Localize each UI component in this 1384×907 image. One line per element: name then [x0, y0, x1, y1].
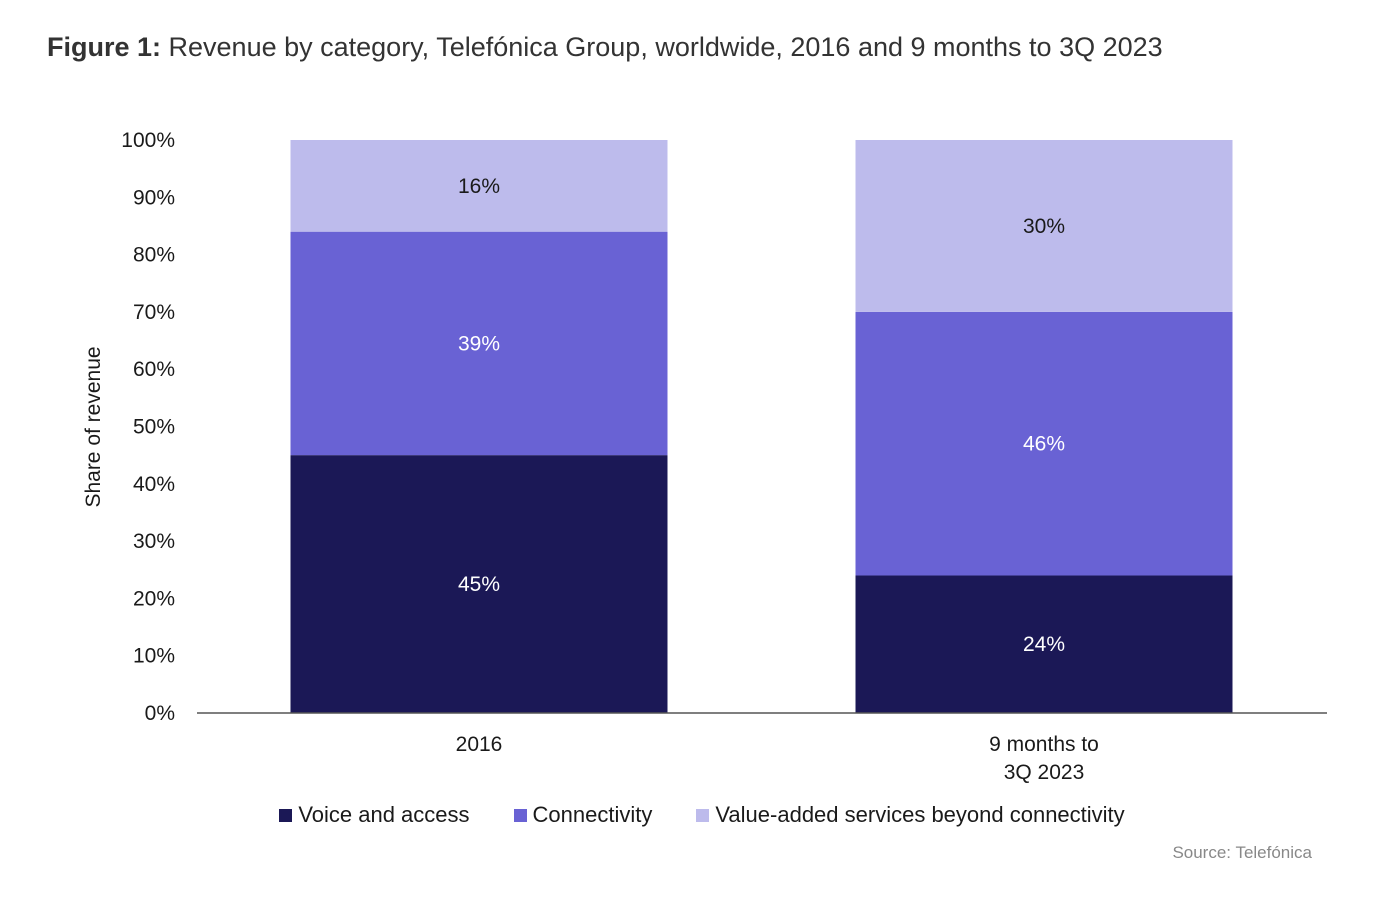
- bar-segment: [290, 140, 668, 232]
- legend-label: Value-added services beyond connectivity: [715, 802, 1125, 827]
- legend-item: Connectivity: [513, 802, 653, 828]
- y-tick-label: 60%: [133, 358, 175, 381]
- title-text: Revenue by category, Telefónica Group, w…: [168, 32, 1163, 62]
- y-tick-label: 90%: [133, 186, 175, 209]
- data-label: 39%: [458, 332, 500, 355]
- chart-title: Figure 1: Revenue by category, Telefónic…: [47, 32, 1163, 63]
- data-label: 46%: [1023, 433, 1065, 456]
- x-tick-label: 2016: [456, 733, 503, 756]
- bar-segment: [290, 455, 668, 713]
- bar-segment: [855, 575, 1233, 713]
- y-tick-label: 80%: [133, 244, 175, 267]
- x-tick-label: 3Q 2023: [1004, 761, 1085, 784]
- y-tick-label: 20%: [133, 587, 175, 610]
- legend: Voice and access Connectivity Value-added …: [0, 802, 1384, 828]
- bar-segment: [855, 140, 1233, 312]
- x-tick-label: 9 months to: [989, 733, 1099, 756]
- data-label: 30%: [1023, 215, 1065, 238]
- legend-label: Voice and access: [298, 802, 470, 827]
- bar-segment: [290, 231, 668, 456]
- data-label: 45%: [458, 573, 500, 596]
- data-label: 16%: [458, 175, 500, 198]
- bar-segment: [855, 311, 1233, 576]
- legend-item: Voice and access: [279, 802, 470, 828]
- legend-swatch: [513, 808, 527, 822]
- legend-swatch: [696, 808, 710, 822]
- y-axis-label: Share of revenue: [82, 346, 105, 507]
- y-tick-label: 30%: [133, 530, 175, 553]
- figure-label: Figure 1:: [47, 32, 162, 62]
- legend-item: Value-added services beyond connectivity: [696, 802, 1125, 828]
- legend-label: Connectivity: [532, 802, 653, 827]
- y-tick-label: 50%: [133, 416, 175, 439]
- y-tick-label: 100%: [121, 129, 175, 152]
- y-tick-label: 10%: [133, 645, 175, 668]
- source-note: Source: Telefónica: [1172, 843, 1312, 862]
- y-tick-label: 0%: [145, 702, 175, 725]
- y-tick-label: 40%: [133, 473, 175, 496]
- data-label: 24%: [1023, 633, 1065, 656]
- y-tick-label: 70%: [133, 301, 175, 324]
- legend-swatch: [279, 808, 293, 822]
